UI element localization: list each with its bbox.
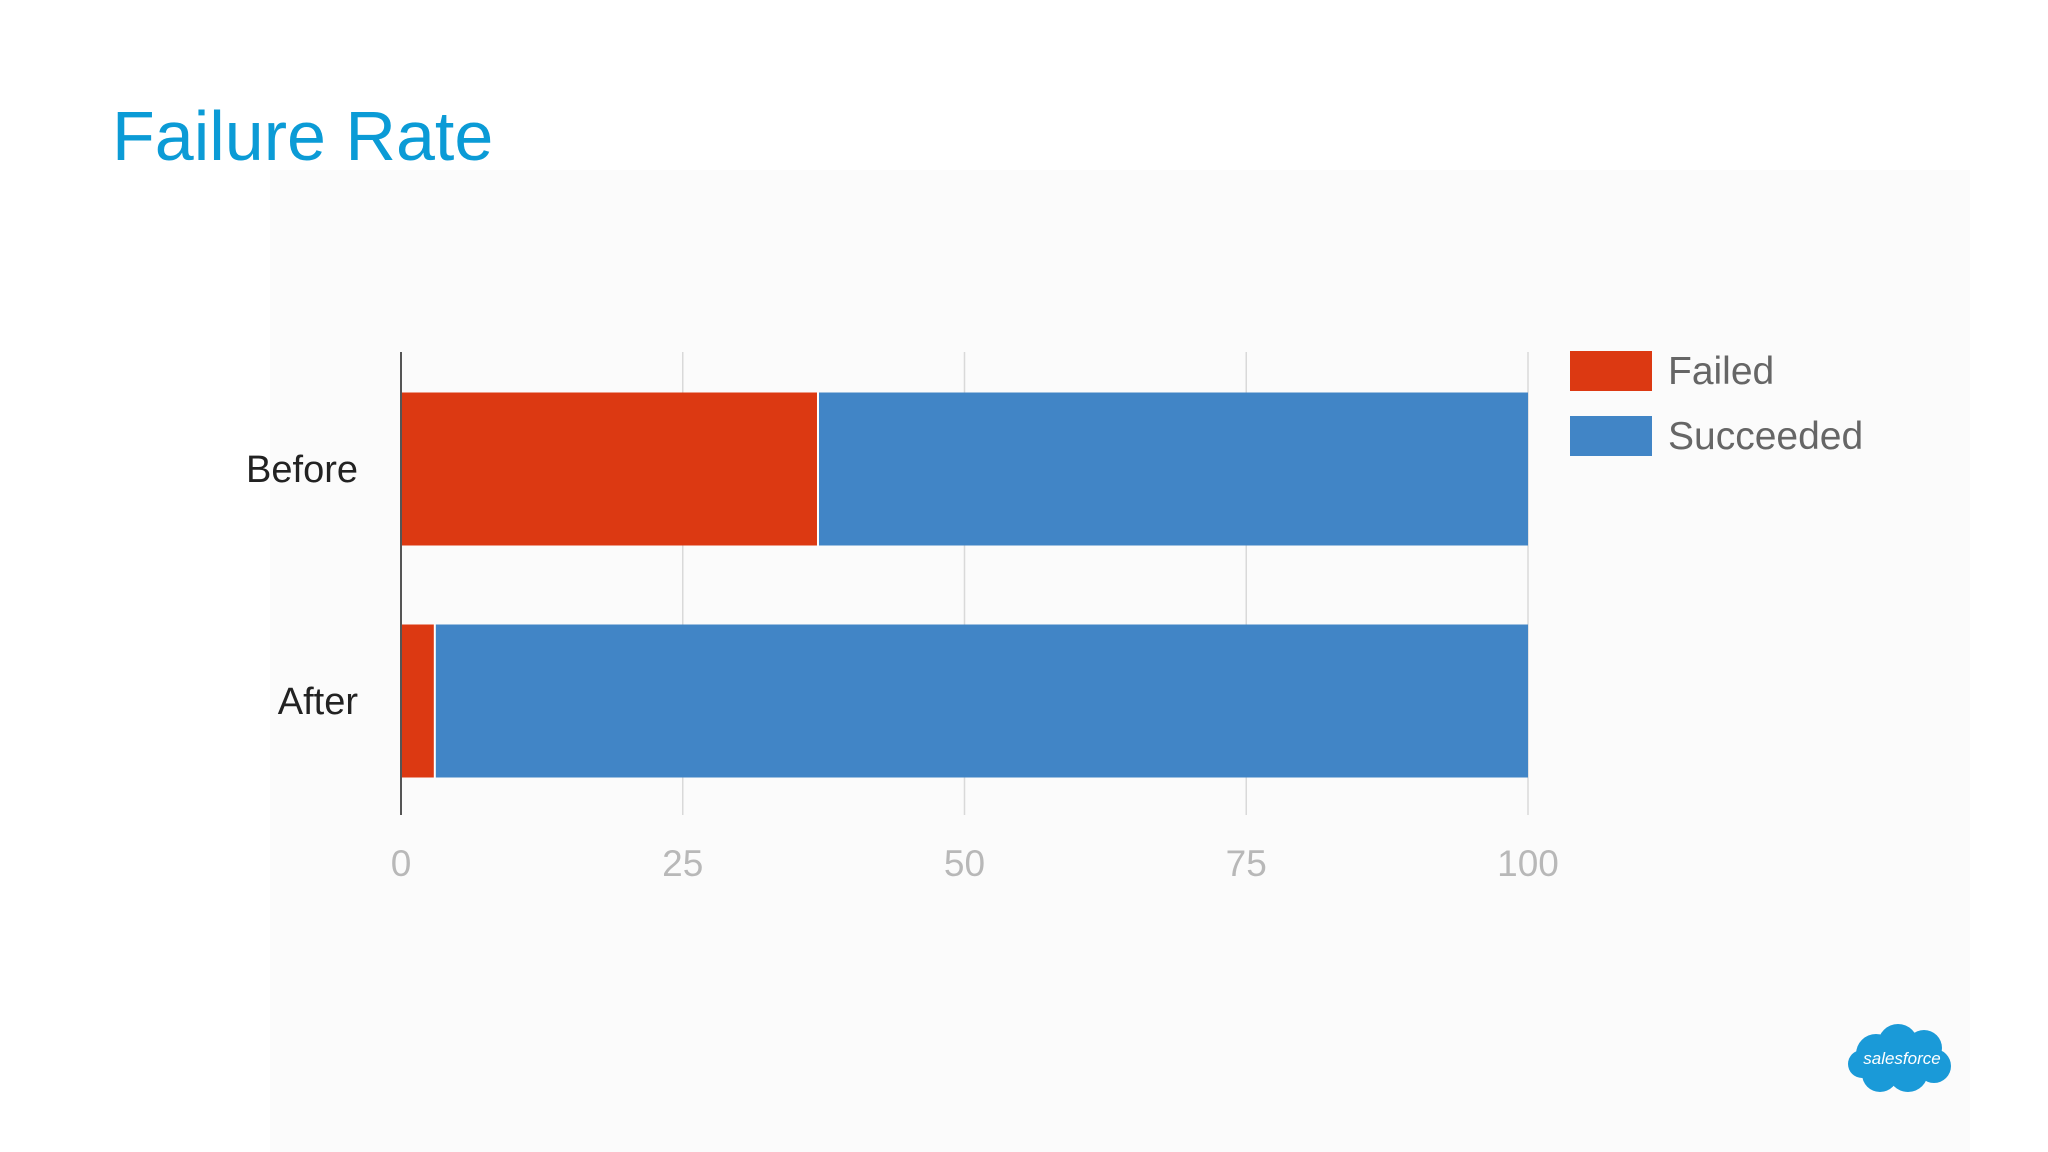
logo-cloud [1848, 1024, 1951, 1092]
legend-swatch-succeeded [1570, 416, 1652, 456]
bar-failed-before [401, 392, 818, 546]
bars [401, 392, 1528, 778]
slide-title: Failure Rate [112, 97, 494, 175]
category-label: After [278, 681, 359, 723]
bar-failed-after [401, 624, 435, 778]
legend-label-failed: Failed [1668, 350, 1774, 393]
legend: Failed Succeeded [1570, 350, 1863, 458]
legend-swatch-failed [1570, 351, 1652, 391]
category-label: Before [246, 449, 358, 491]
x-tick-label: 50 [944, 843, 985, 884]
salesforce-logo: salesforce [1848, 1024, 1951, 1092]
x-tick-label: 0 [391, 843, 412, 884]
x-tick-label: 75 [1226, 843, 1267, 884]
x-tick-label: 25 [662, 843, 703, 884]
legend-label-succeeded: Succeeded [1668, 415, 1863, 458]
axes: 0 25 50 75 100 Before After [246, 352, 1559, 884]
x-tick-label: 100 [1497, 843, 1559, 884]
bar-succeeded-before [817, 392, 1528, 546]
bar-succeeded-after [434, 624, 1528, 778]
logo-text: salesforce [1863, 1049, 1940, 1068]
